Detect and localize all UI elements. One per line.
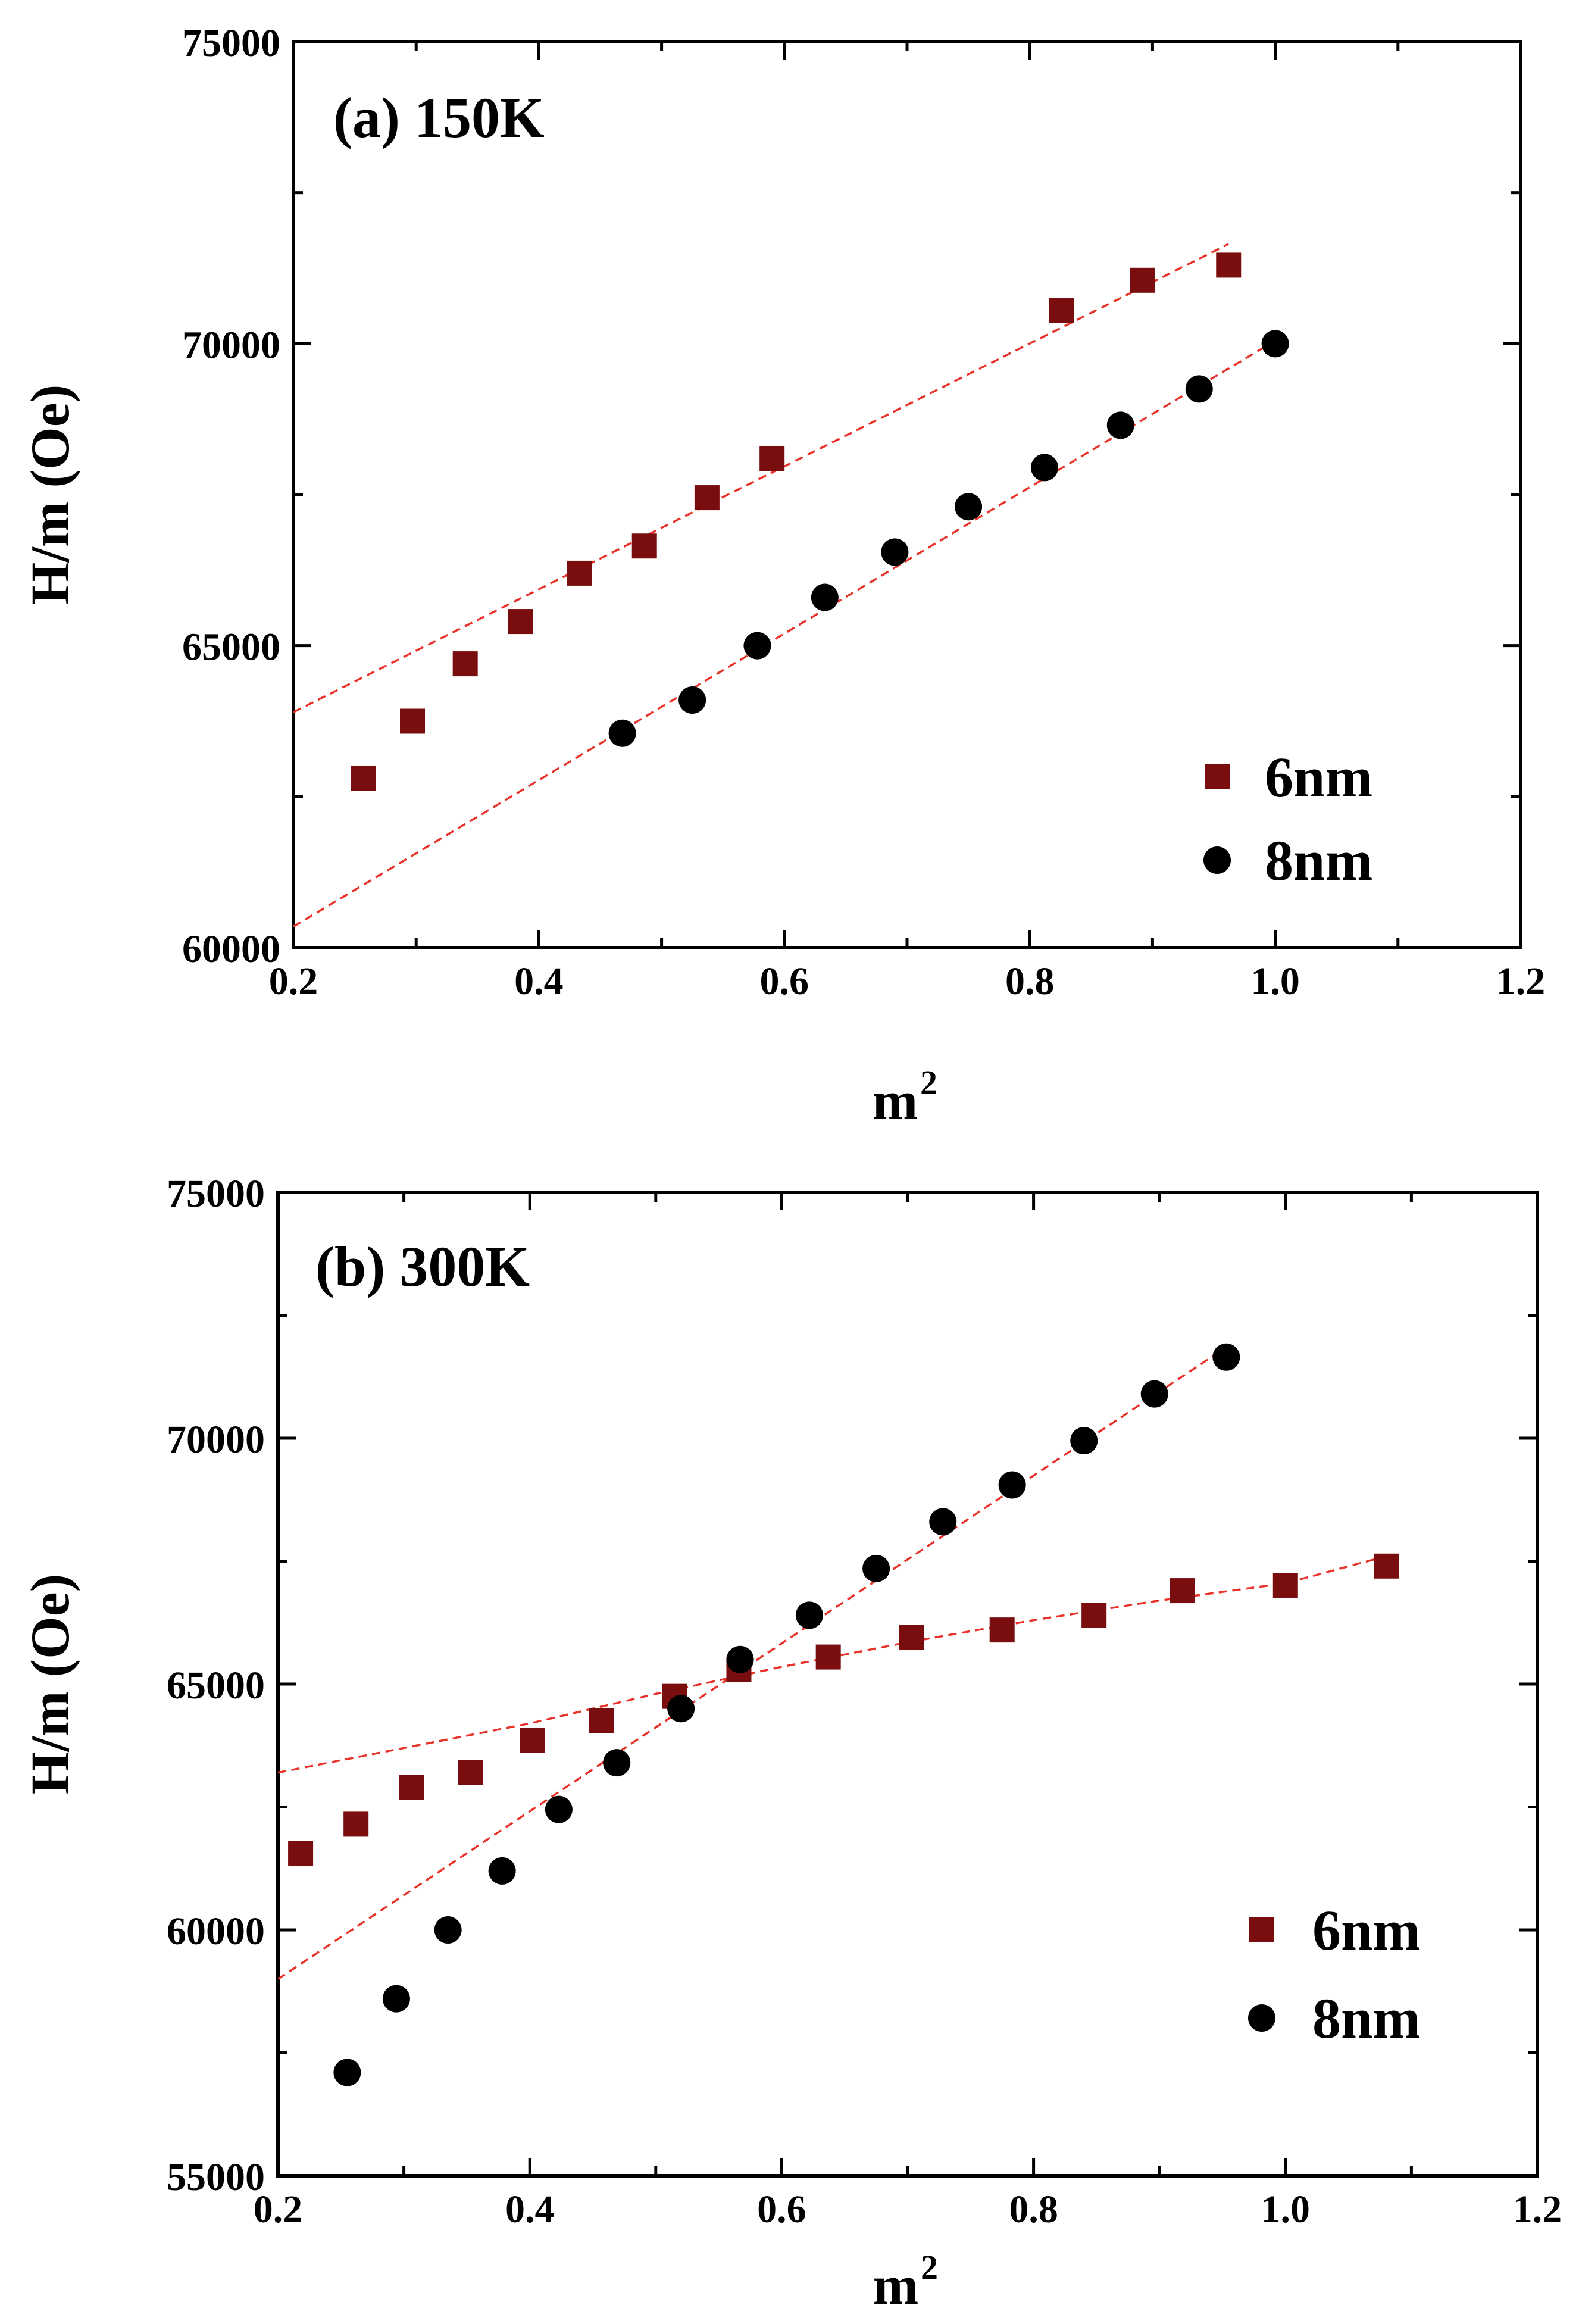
y-axis-title: H/m (Oe) [20, 385, 80, 605]
y-axis-title: H/m (Oe) [20, 1574, 80, 1794]
chart-panel-150k: 0.2 0.4 0.6 0.8 1.0 1.2 60000 65000 70000 75000 m 2… [20, 21, 1545, 1131]
data-point-6nm [694, 485, 720, 511]
data-point-6nm [399, 1775, 424, 1800]
data-point-6nm [989, 1617, 1015, 1643]
data-point-8nm [1185, 375, 1213, 403]
data-point-6nm [508, 609, 533, 635]
data-point-6nm [351, 766, 376, 791]
fit-line-8nm [293, 339, 1276, 928]
y-tick-label: 70000 [182, 323, 280, 367]
data-point-8nm [678, 686, 706, 714]
x-tick-label: 0.6 [757, 2188, 806, 2231]
data-point-6nm [899, 1625, 924, 1650]
data-point-6nm [1272, 1573, 1298, 1598]
data-point-8nm [881, 538, 909, 566]
x-tick-label: 1.2 [1496, 960, 1546, 1003]
y-tick-label: 70000 [167, 1418, 265, 1461]
data-point-6nm [1374, 1553, 1399, 1579]
data-point-8nm [1070, 1427, 1098, 1455]
fit-line-6nm [278, 1555, 1387, 1774]
data-point-8nm [795, 1601, 823, 1629]
data-point-8nm [667, 1695, 695, 1723]
data-point-6nm [1049, 298, 1074, 323]
legend-marker-6nm [1249, 1917, 1274, 1942]
legend-label-6nm: 6nm [1312, 1898, 1420, 1962]
plot-frame [292, 40, 1522, 949]
data-point-6nm [589, 1708, 614, 1733]
legend-marker-6nm [1205, 764, 1230, 789]
panel-title: (a) 150K [333, 86, 545, 149]
data-point-8nm [1106, 411, 1134, 439]
data-point-6nm [458, 1760, 483, 1785]
data-point-6nm [288, 1841, 314, 1866]
data-point-6nm [1081, 1603, 1107, 1628]
data-point-6nm [759, 446, 785, 471]
data-point-8nm [1030, 454, 1058, 482]
x-axis-title: m [873, 1070, 918, 1131]
data-point-6nm [520, 1728, 545, 1753]
x-axis-title-superscript: 2 [921, 2248, 938, 2286]
data-point-8nm [929, 1508, 957, 1536]
x-tick-label: 0.8 [1009, 2188, 1058, 2231]
y-tick-label: 75000 [182, 21, 280, 65]
y-tick-label: 65000 [182, 626, 280, 669]
data-point-8nm [382, 1985, 410, 2013]
legend-marker-8nm [1248, 2004, 1275, 2032]
y-tick-label: 60000 [167, 1910, 265, 1953]
x-tick-label: 1.2 [1513, 2188, 1562, 2231]
x-tick-label: 1.0 [1250, 960, 1300, 1003]
data-point-8nm [743, 632, 771, 660]
data-point-8nm [333, 2059, 361, 2086]
data-point-6nm [452, 651, 478, 677]
x-tick-label: 0.6 [760, 960, 809, 1003]
data-point-8nm [603, 1749, 631, 1777]
legend-label-8nm: 8nm [1312, 1986, 1420, 2050]
x-axis-title-superscript: 2 [920, 1063, 937, 1102]
x-tick-label: 1.0 [1261, 2188, 1311, 2231]
x-tick-label: 0.4 [514, 960, 564, 1003]
x-tick-label: 0.2 [269, 960, 318, 1003]
data-point-6nm [1170, 1578, 1195, 1604]
x-tick-label: 0.4 [505, 2188, 555, 2231]
data-point-8nm [488, 1857, 516, 1885]
panel-title: (b) 300K [315, 1235, 530, 1298]
data-point-8nm [545, 1795, 573, 1823]
data-point-6nm [631, 533, 657, 559]
data-point-6nm [400, 708, 426, 734]
x-tick-label: 0.8 [1005, 960, 1055, 1003]
data-point-6nm [1130, 267, 1155, 293]
y-tick-label: 55000 [167, 2156, 265, 2199]
legend-label-6nm: 6nm [1265, 745, 1372, 809]
legend-label-8nm: 8nm [1265, 829, 1372, 892]
x-tick-label: 0.2 [254, 2188, 303, 2231]
y-tick-label: 65000 [167, 1664, 265, 1707]
y-tick-label: 60000 [182, 927, 280, 971]
data-point-8nm [1261, 330, 1289, 358]
data-point-8nm [434, 1916, 462, 1944]
data-point-6nm [1216, 252, 1242, 278]
data-point-8nm [608, 719, 636, 747]
data-point-6nm [567, 560, 592, 586]
data-point-8nm [1140, 1380, 1168, 1408]
data-point-8nm [998, 1471, 1026, 1499]
data-point-8nm [726, 1645, 754, 1673]
legend-marker-8nm [1203, 846, 1231, 874]
data-point-8nm [862, 1554, 890, 1582]
data-point-6nm [343, 1811, 369, 1837]
chart-panel-300k: 0.2 0.4 0.6 0.8 1.0 1.2 55000 60000 65000 70000 75… [20, 1172, 1562, 2316]
y-tick-label: 75000 [167, 1172, 265, 1216]
data-point-8nm [1212, 1343, 1240, 1371]
data-point-8nm [955, 493, 983, 521]
fit-line-6nm [293, 243, 1229, 713]
data-point-8nm [811, 583, 839, 611]
fit-lines [293, 243, 1276, 928]
x-axis-title: m [873, 2255, 919, 2316]
data-point-6nm [815, 1644, 841, 1670]
